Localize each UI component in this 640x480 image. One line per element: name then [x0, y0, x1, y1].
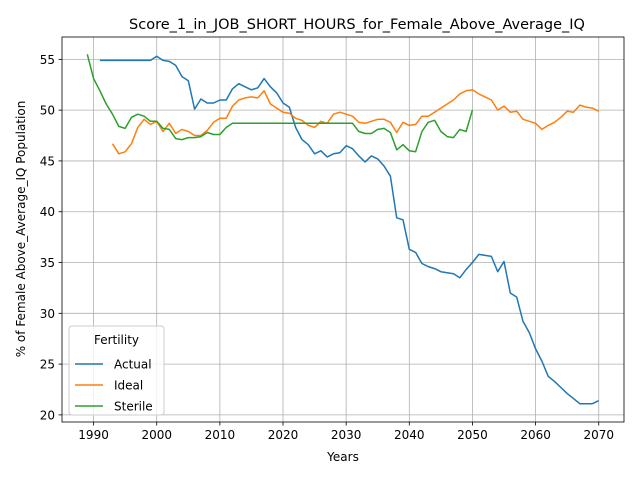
x-tick-label: 2040 — [394, 428, 425, 442]
series-line-actual — [99, 55, 600, 405]
x-axis: 1990 2000 2010 2020 2030 2040 2050 2060 2070 — [78, 422, 614, 442]
legend-title: Fertility — [94, 333, 139, 347]
x-tick-label: 2060 — [520, 428, 551, 442]
legend-label-actual: Actual — [114, 358, 152, 372]
y-tick-label: 45 — [40, 154, 55, 168]
plot-frame — [61, 36, 625, 423]
chart-title: Score_1_in_JOB_SHORT_HOURS_for_Female_Ab… — [129, 17, 585, 33]
legend: Fertility Actual Ideal Sterile — [68, 325, 165, 416]
x-tick-label: 2020 — [268, 428, 299, 442]
y-axis-label: % of Female Above_Average_IQ Population — [14, 101, 28, 358]
y-tick-label: 55 — [40, 53, 55, 67]
x-tick-label: 2070 — [583, 428, 614, 442]
y-tick-label: 50 — [40, 104, 55, 118]
x-tick-label: 2050 — [457, 428, 488, 442]
x-tick-label: 1990 — [78, 428, 109, 442]
y-axis: 20 25 30 35 40 45 50 55 — [40, 53, 62, 422]
legend-box — [68, 325, 165, 416]
series-layer — [86, 54, 600, 405]
legend-label-ideal: Ideal — [114, 379, 143, 393]
y-tick-label: 25 — [40, 358, 55, 372]
x-tick-label: 2030 — [331, 428, 362, 442]
y-tick-label: 30 — [40, 307, 55, 321]
x-tick-label: 2000 — [141, 428, 172, 442]
legend-items: Actual Ideal Sterile — [75, 358, 153, 414]
y-tick-label: 40 — [40, 205, 55, 219]
series-line-sterile — [86, 54, 474, 153]
y-tick-label: 20 — [40, 408, 55, 422]
legend-label-sterile: Sterile — [114, 400, 153, 414]
series-line-ideal — [111, 89, 600, 155]
x-axis-label: Years — [326, 450, 359, 464]
x-tick-label: 2010 — [205, 428, 236, 442]
y-tick-label: 35 — [40, 256, 55, 270]
